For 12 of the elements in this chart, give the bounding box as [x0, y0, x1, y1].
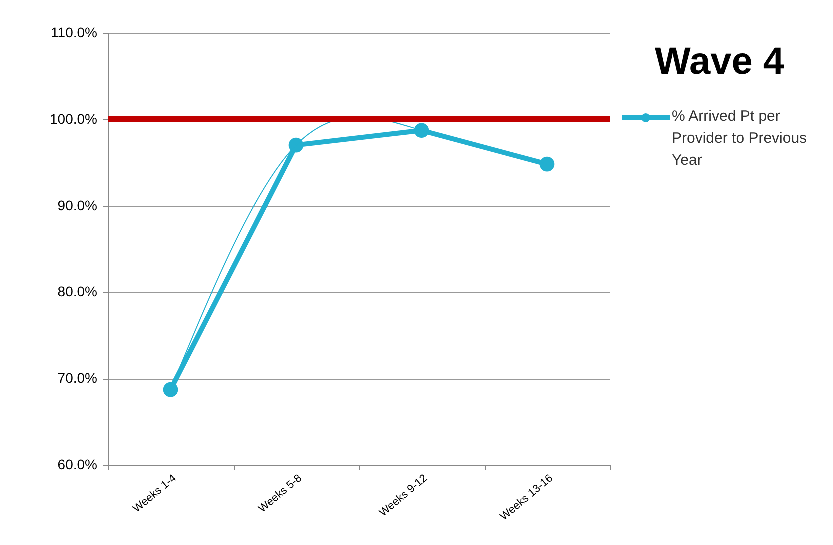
y-tick-label: 110.0%	[51, 24, 98, 40]
legend-label: % Arrived Pt per Provider to Previous Year	[672, 108, 808, 169]
point	[540, 156, 555, 172]
y-tick-label: 100.0%	[50, 110, 98, 127]
y-tick-label: 90.0%	[58, 197, 98, 214]
point	[414, 123, 430, 138]
y-tick-label: 70.0%	[58, 370, 98, 386]
text: Wave 4	[655, 41, 785, 83]
y-tick-label: 60.0%	[58, 456, 98, 472]
y-tick-label: 80.0%	[58, 284, 98, 300]
point	[288, 138, 304, 153]
point	[163, 382, 178, 398]
